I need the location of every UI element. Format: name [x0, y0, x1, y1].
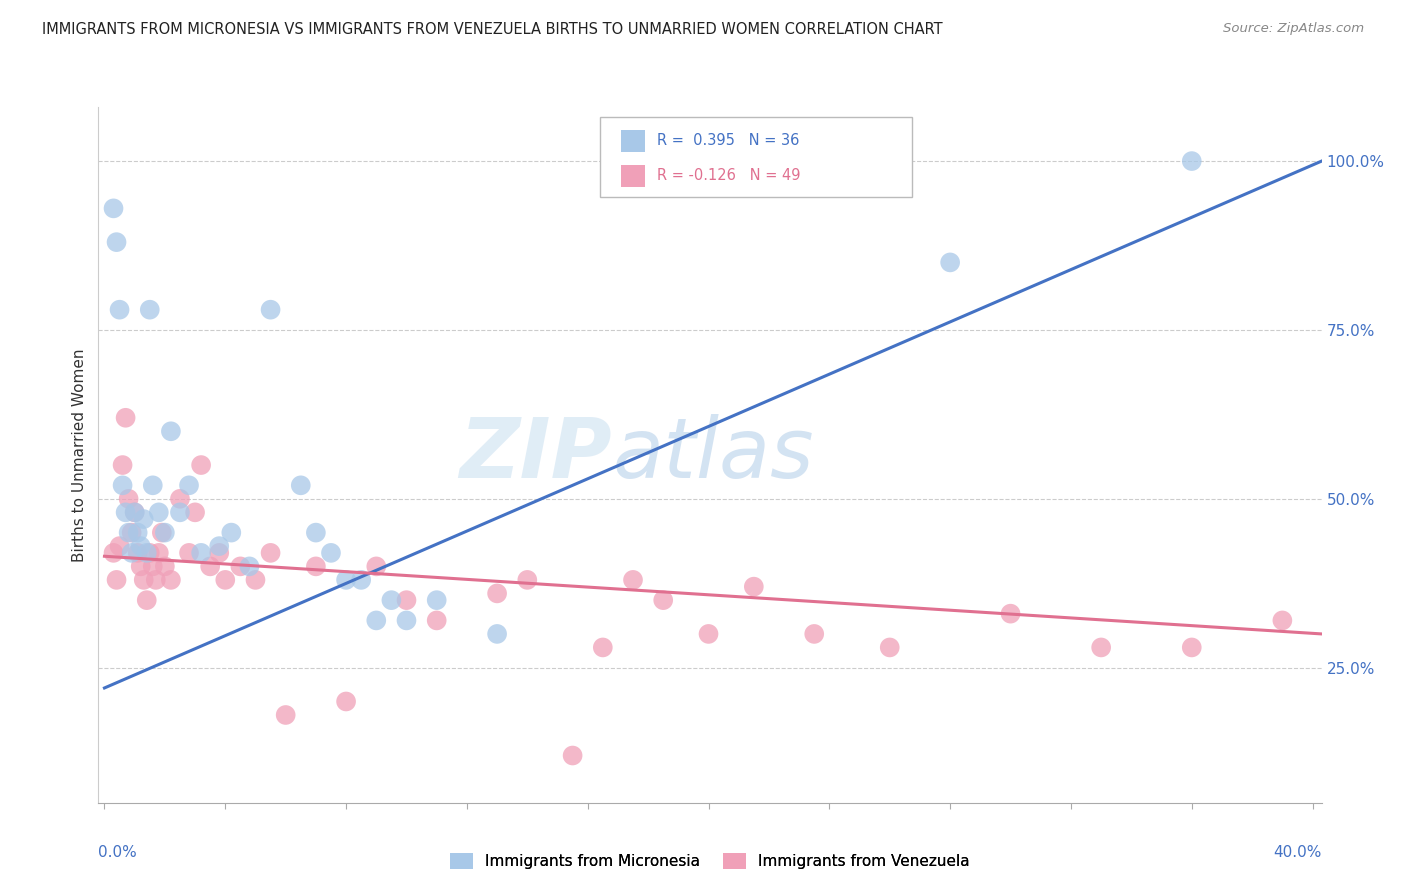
Text: IMMIGRANTS FROM MICRONESIA VS IMMIGRANTS FROM VENEZUELA BIRTHS TO UNMARRIED WOME: IMMIGRANTS FROM MICRONESIA VS IMMIGRANTS… — [42, 22, 943, 37]
Point — [121, 525, 143, 540]
Point — [486, 627, 509, 641]
Point — [132, 573, 155, 587]
Point — [319, 546, 342, 560]
Point — [486, 586, 509, 600]
Point — [426, 614, 449, 628]
Point — [335, 573, 357, 587]
FancyBboxPatch shape — [600, 118, 912, 197]
Point — [150, 525, 173, 540]
Point — [177, 478, 200, 492]
Point — [105, 235, 128, 249]
Text: ZIP: ZIP — [460, 415, 612, 495]
Point — [111, 458, 134, 472]
Point — [160, 573, 183, 587]
Point — [114, 505, 136, 519]
Text: Source: ZipAtlas.com: Source: ZipAtlas.com — [1223, 22, 1364, 36]
Point — [274, 708, 297, 723]
Point — [148, 546, 170, 560]
Point — [395, 593, 418, 607]
Point — [142, 559, 165, 574]
Point — [621, 573, 644, 587]
Point — [652, 593, 675, 607]
Point — [177, 546, 200, 560]
Point — [1000, 607, 1022, 621]
Point — [153, 559, 176, 574]
Point — [395, 614, 418, 628]
Point — [108, 539, 131, 553]
Point — [169, 505, 191, 519]
FancyBboxPatch shape — [620, 129, 645, 152]
Point — [105, 573, 128, 587]
Point — [221, 525, 243, 540]
Legend: Immigrants from Micronesia, Immigrants from Venezuela: Immigrants from Micronesia, Immigrants f… — [444, 847, 976, 875]
Point — [366, 559, 388, 574]
Point — [117, 491, 139, 506]
Point — [879, 640, 901, 655]
Point — [148, 505, 170, 519]
Point — [103, 202, 125, 216]
Point — [108, 302, 131, 317]
Point — [229, 559, 252, 574]
Point — [516, 573, 538, 587]
Point — [214, 573, 236, 587]
Point — [290, 478, 312, 492]
Point — [114, 410, 136, 425]
Point — [129, 539, 152, 553]
Point — [184, 505, 207, 519]
Point — [335, 694, 357, 708]
Point — [592, 640, 614, 655]
Point — [121, 546, 143, 560]
Text: 40.0%: 40.0% — [1274, 845, 1322, 860]
Point — [124, 505, 146, 519]
Point — [132, 512, 155, 526]
Point — [803, 627, 825, 641]
Point — [124, 505, 146, 519]
Point — [742, 580, 765, 594]
Point — [1181, 640, 1204, 655]
Point — [238, 559, 260, 574]
FancyBboxPatch shape — [620, 165, 645, 186]
Point — [127, 546, 149, 560]
Point — [190, 458, 212, 472]
Point — [1090, 640, 1112, 655]
Point — [380, 593, 402, 607]
Point — [697, 627, 720, 641]
Text: atlas: atlas — [612, 415, 814, 495]
Point — [305, 525, 328, 540]
Point — [939, 255, 962, 269]
Point — [366, 614, 388, 628]
Point — [135, 593, 157, 607]
Point — [305, 559, 328, 574]
Point — [142, 478, 165, 492]
Point — [103, 546, 125, 560]
Point — [135, 546, 157, 560]
Point — [208, 546, 231, 560]
Point — [245, 573, 267, 587]
Text: R = -0.126   N = 49: R = -0.126 N = 49 — [658, 168, 801, 183]
Point — [160, 424, 183, 438]
Point — [117, 525, 139, 540]
Text: R =  0.395   N = 36: R = 0.395 N = 36 — [658, 133, 800, 148]
Point — [1271, 614, 1294, 628]
Point — [127, 525, 149, 540]
Point — [139, 546, 162, 560]
Point — [208, 539, 231, 553]
Point — [259, 546, 281, 560]
Point — [129, 559, 152, 574]
Point — [350, 573, 373, 587]
Point — [153, 525, 176, 540]
Point — [145, 573, 167, 587]
Point — [561, 748, 583, 763]
Point — [259, 302, 281, 317]
Y-axis label: Births to Unmarried Women: Births to Unmarried Women — [72, 348, 87, 562]
Point — [190, 546, 212, 560]
Point — [111, 478, 134, 492]
Point — [198, 559, 221, 574]
Point — [1181, 154, 1204, 169]
Text: 0.0%: 0.0% — [98, 845, 138, 860]
Point — [139, 302, 162, 317]
Point — [426, 593, 449, 607]
Point — [169, 491, 191, 506]
